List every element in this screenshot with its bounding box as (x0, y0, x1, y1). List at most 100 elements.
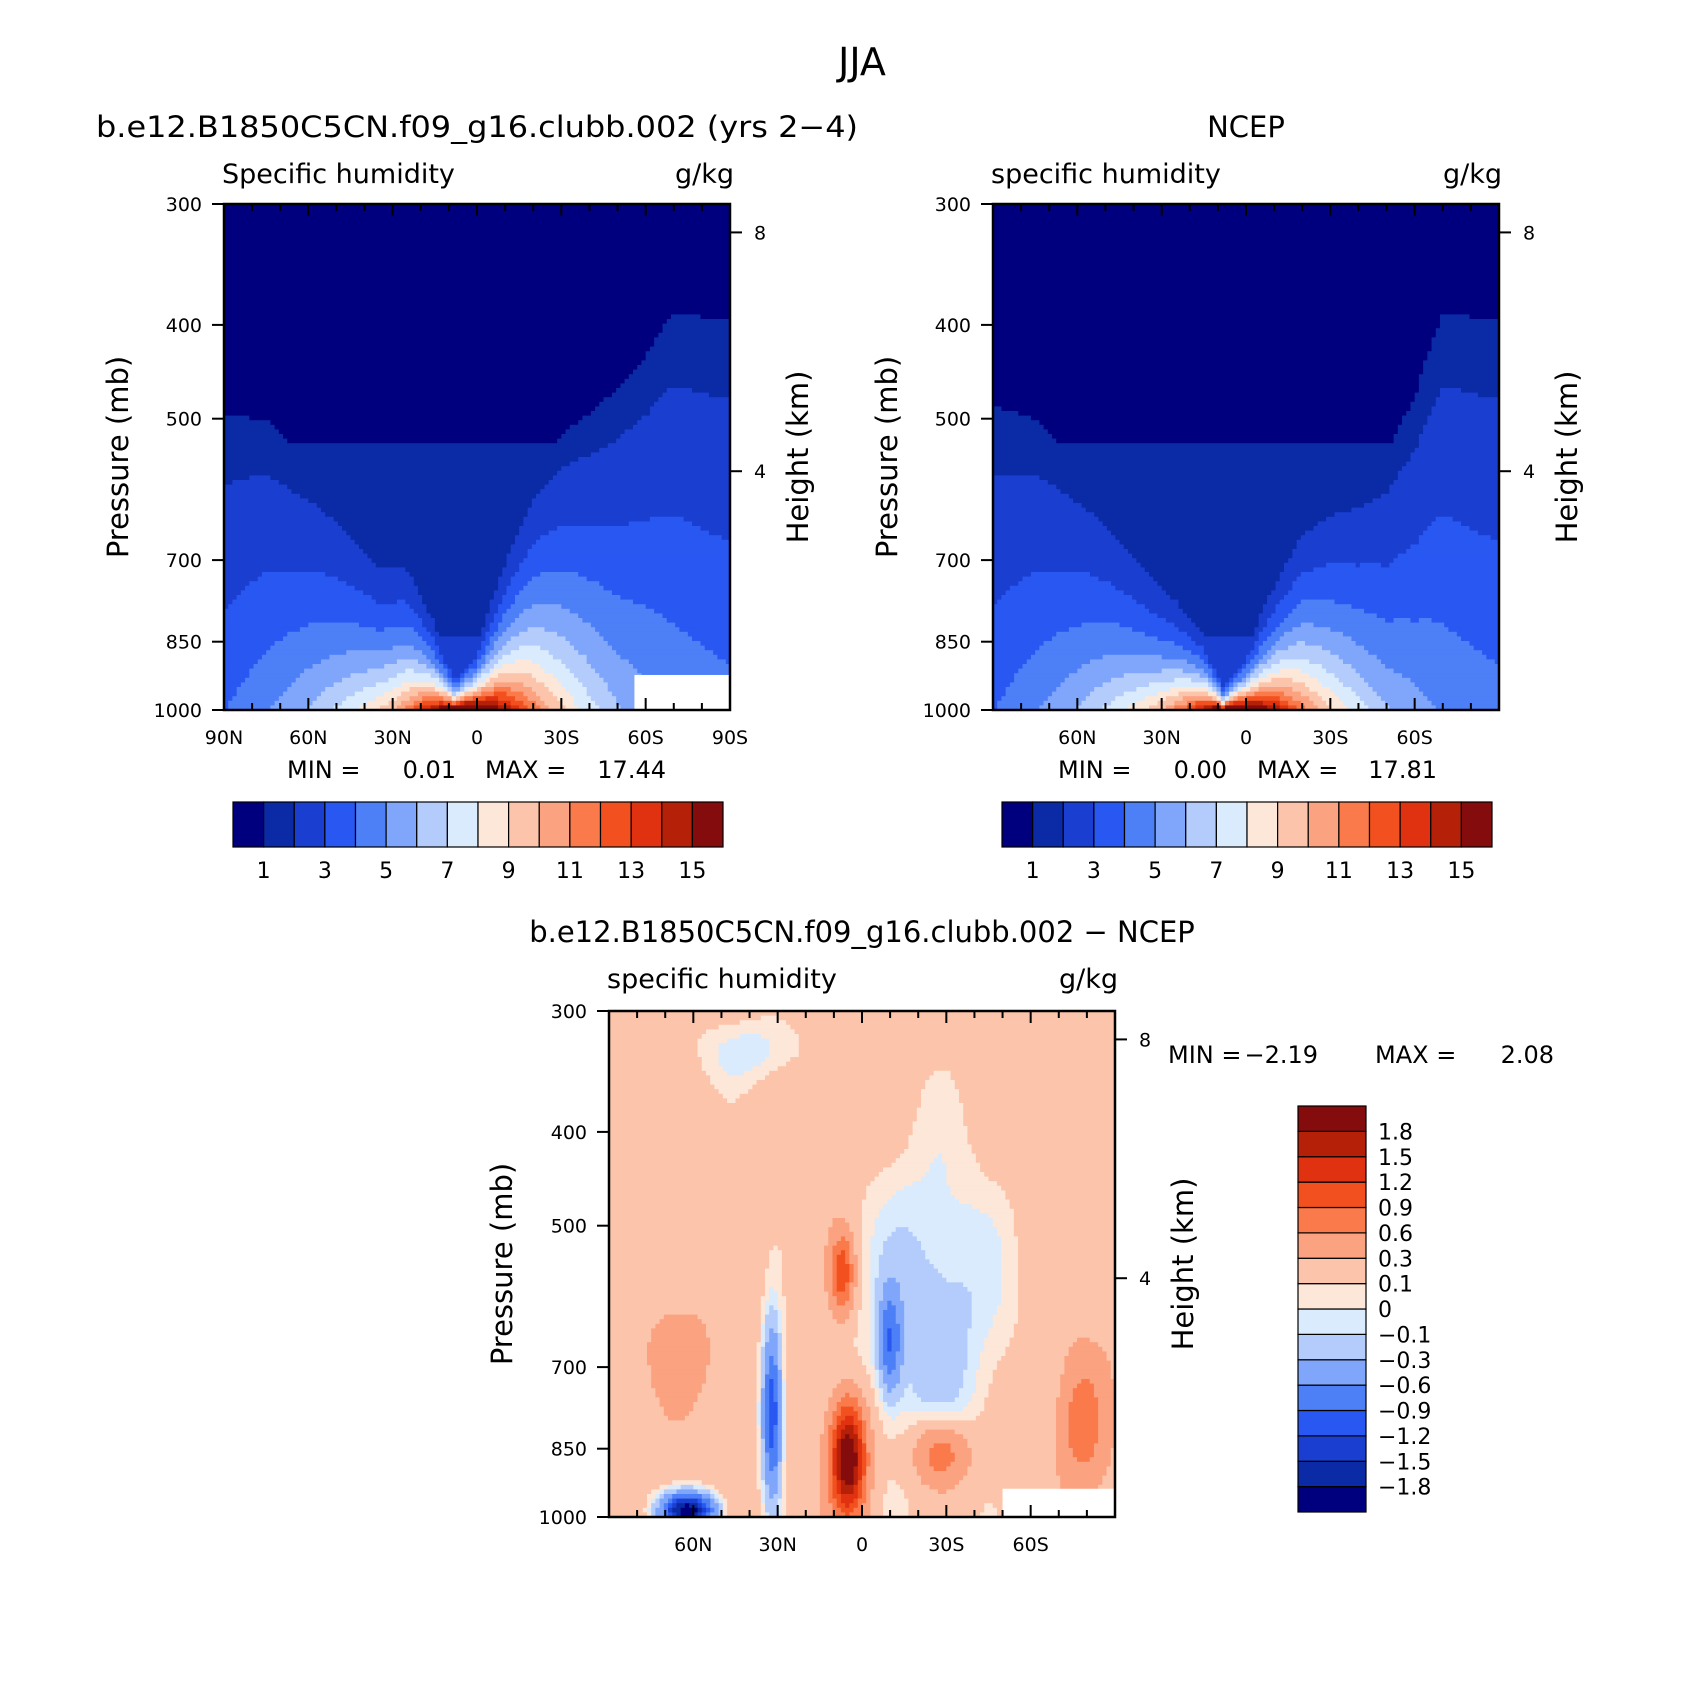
contour-fill-cell (224, 475, 250, 481)
contour-fill-cell (993, 374, 1420, 380)
contour-fill-cell (993, 415, 1032, 421)
contour-fill-cell (582, 618, 668, 624)
contour-fill-cell (1241, 668, 1251, 674)
contour-fill-cell (916, 1112, 964, 1118)
contour-fill-cell (878, 1342, 884, 1348)
contour-fill-cell (1283, 562, 1327, 568)
contour-fill-cell (769, 1291, 779, 1297)
contour-fill-cell (993, 263, 1500, 269)
contour-fill-cell (609, 1089, 720, 1095)
contour-fill-cell (224, 696, 234, 702)
contour-fill-cell (891, 1346, 901, 1352)
contour-fill-cell (777, 1245, 825, 1251)
contour-fill-cell (1055, 1411, 1070, 1417)
contour-fill-cell (993, 305, 1500, 311)
contour-fill-cell (443, 687, 449, 693)
colorbar-swatch (1185, 801, 1217, 848)
contour-fill-cell (853, 1466, 859, 1472)
contour-fill-cell (609, 1319, 661, 1325)
contour-fill-cell (857, 1264, 863, 1270)
contour-fill-cell (777, 1438, 783, 1444)
contour-fill-cell (502, 618, 516, 624)
contour-fill-cell (557, 631, 600, 637)
contour-fill-cell (367, 700, 390, 706)
contour-fill-cell (1064, 1356, 1108, 1362)
contour-fill-cell (1292, 677, 1319, 683)
contour-fill-cell (980, 1512, 998, 1518)
contour-fill-cell (646, 1346, 711, 1352)
contour-fill-cell (849, 1268, 855, 1274)
colorbar-swatch (1062, 801, 1095, 848)
contour-fill-cell (874, 1365, 880, 1371)
contour-fill-cell (760, 1034, 800, 1040)
contour-fill-cell (489, 668, 495, 674)
contour-fill-cell (308, 498, 533, 504)
contour-fill-cell (899, 1296, 973, 1302)
contour-fill-cell (718, 1057, 766, 1063)
contour-fill-cell (693, 1484, 707, 1490)
y2-tick-label: 8 (754, 222, 766, 244)
colorbar-swatch (1215, 801, 1248, 848)
contour-fill-cell (1039, 475, 1399, 481)
contour-fill-cell (1018, 1310, 1116, 1316)
contour-fill-cell (967, 1135, 1116, 1141)
contour-fill-cell (443, 654, 478, 660)
contour-fill-cell (756, 1365, 762, 1371)
contour-fill-cell (481, 668, 491, 674)
contour-fill-cell (971, 1392, 990, 1398)
contour-fill-cell (485, 664, 495, 670)
contour-fill-cell (609, 1296, 762, 1302)
contour-fill-cell (1030, 572, 1091, 578)
contour-fill-cell (891, 1333, 901, 1339)
contour-fill-cell (481, 631, 487, 637)
contour-fill-cell (1246, 664, 1256, 670)
contour-fill-cell (773, 1360, 779, 1366)
contour-fill-cell (777, 1429, 783, 1435)
contour-fill-cell (874, 1379, 880, 1385)
contour-fill-cell (434, 682, 444, 688)
contour-fill-cell (1224, 691, 1230, 697)
contour-fill-cell (853, 1484, 859, 1490)
contour-fill-cell (654, 342, 731, 348)
contour-fill-cell (967, 1126, 1116, 1132)
contour-fill-cell (1288, 705, 1298, 711)
contour-fill-cell (777, 1305, 787, 1311)
contour-fill-cell (536, 677, 558, 683)
contour-fill-cell (609, 1379, 652, 1385)
contour-fill-cell (540, 696, 558, 702)
contour-fill-cell (493, 664, 503, 670)
contour-fill-cell (887, 1199, 960, 1205)
contour-fill-cell (874, 1374, 880, 1380)
contour-fill-cell (1055, 1471, 1108, 1477)
contour-fill-cell (866, 1402, 876, 1408)
contour-fill-cell (1283, 567, 1315, 573)
contour-fill-cell (1072, 1397, 1099, 1403)
contour-fill-cell (607, 443, 731, 449)
contour-fill-cell (878, 1172, 926, 1178)
panel-diff-y2label: Height (km) (1166, 1178, 1200, 1351)
contour-fill-cell (1110, 1360, 1116, 1366)
contour-fill-cell (971, 1452, 1057, 1458)
panel-diff-min-value: −2.19 (1244, 1041, 1318, 1069)
contour-fill-cell (224, 484, 288, 490)
contour-fill-cell (609, 1061, 703, 1067)
contour-fill-cell (857, 1471, 863, 1477)
contour-fill-cell (523, 516, 651, 522)
contour-fill-cell (710, 1075, 766, 1081)
contour-fill-cell (1326, 700, 1344, 706)
contour-fill-cell (887, 1333, 893, 1339)
contour-fill-cell (769, 1337, 779, 1343)
contour-fill-cell (1452, 516, 1500, 522)
contour-fill-cell (609, 1282, 766, 1288)
contour-fill-cell (836, 1480, 842, 1486)
contour-fill-cell (857, 1457, 863, 1463)
contour-fill-cell (1005, 1346, 1070, 1352)
contour-fill-cell (722, 1503, 728, 1509)
contour-fill-cell (477, 650, 487, 656)
contour-fill-cell (609, 1397, 661, 1403)
contour-fill-cell (668, 1498, 673, 1504)
contour-fill-cell (565, 636, 605, 642)
contour-fill-cell (958, 1199, 1011, 1205)
contour-fill-cell (662, 328, 731, 334)
